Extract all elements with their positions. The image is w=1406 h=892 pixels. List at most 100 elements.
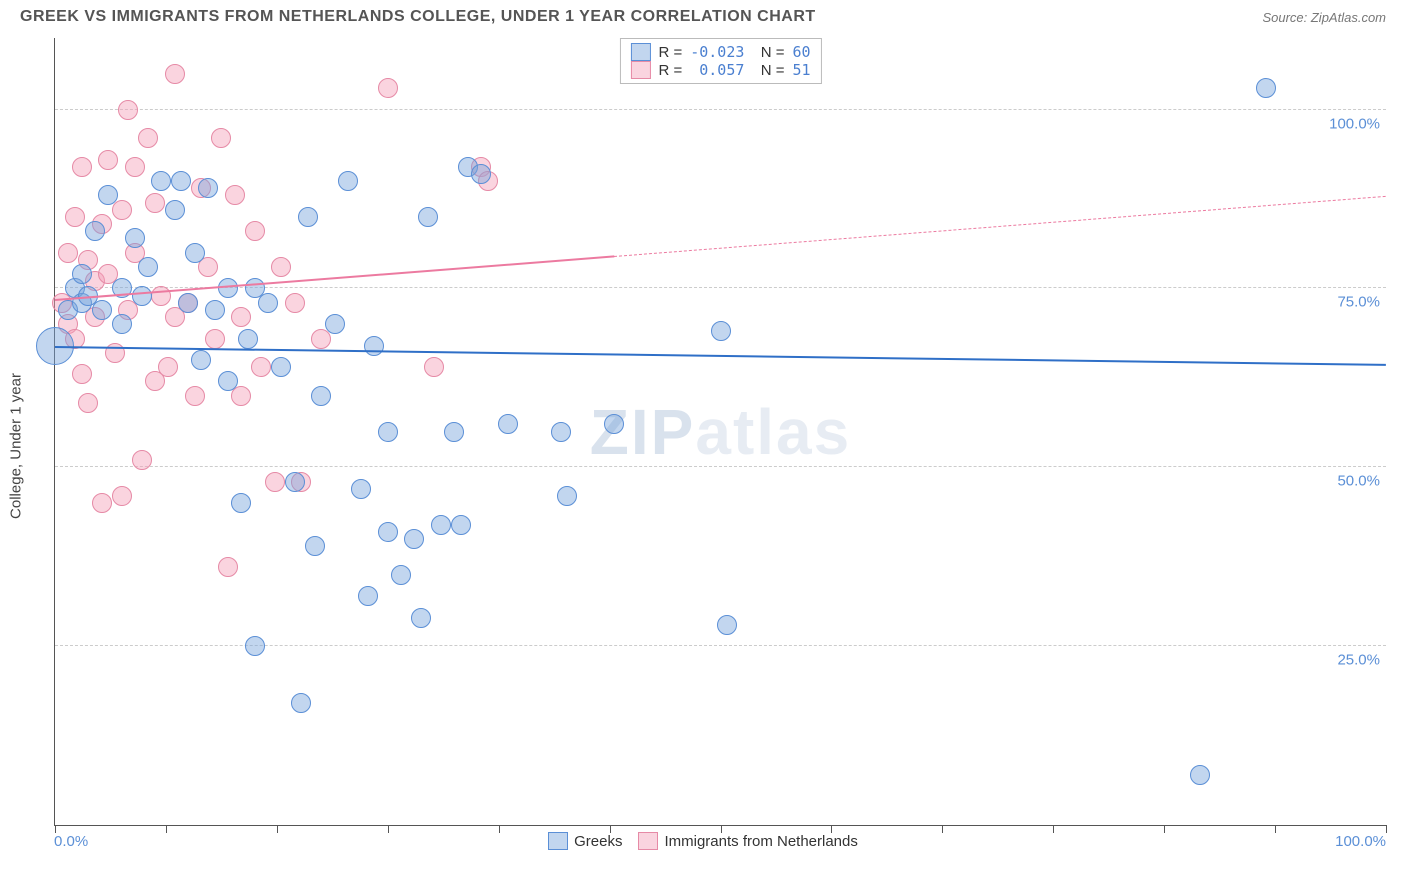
data-point: [1256, 78, 1276, 98]
data-point: [191, 350, 211, 370]
data-point: [112, 314, 132, 334]
data-point: [271, 257, 291, 277]
data-point: [58, 243, 78, 263]
data-point: [78, 393, 98, 413]
data-point: [85, 221, 105, 241]
data-point: [717, 615, 737, 635]
data-point: [125, 157, 145, 177]
stats-row: R =-0.023 N =60: [630, 43, 810, 61]
y-tick-label: 75.0%: [1337, 294, 1380, 311]
data-point: [158, 357, 178, 377]
data-point: [604, 414, 624, 434]
data-point: [378, 78, 398, 98]
data-point: [205, 300, 225, 320]
data-point: [551, 422, 571, 442]
data-point: [185, 243, 205, 263]
data-point: [145, 193, 165, 213]
data-point: [238, 329, 258, 349]
stats-box: R =-0.023 N =60R = 0.057 N =51: [619, 38, 821, 84]
data-point: [125, 228, 145, 248]
legend: GreeksImmigrants from Netherlands: [20, 832, 1386, 854]
data-point: [311, 386, 331, 406]
data-point: [258, 293, 278, 313]
y-axis-label: College, Under 1 year: [8, 373, 25, 519]
data-point: [112, 486, 132, 506]
data-point: [711, 321, 731, 341]
source-label: Source: ZipAtlas.com: [1262, 10, 1386, 25]
gridline: 100.0%: [55, 109, 1386, 110]
data-point: [138, 128, 158, 148]
legend-item: Greeks: [548, 832, 622, 850]
data-point: [451, 515, 471, 535]
data-point: [218, 557, 238, 577]
data-point: [98, 185, 118, 205]
data-point: [245, 636, 265, 656]
data-point: [72, 264, 92, 284]
data-point: [185, 386, 205, 406]
data-point: [118, 100, 138, 120]
data-point: [378, 422, 398, 442]
data-point: [358, 586, 378, 606]
legend-swatch: [630, 61, 650, 79]
data-point: [364, 336, 384, 356]
data-point: [1190, 765, 1210, 785]
y-tick-label: 100.0%: [1329, 115, 1380, 132]
data-point: [338, 171, 358, 191]
data-point: [231, 307, 251, 327]
legend-swatch: [638, 832, 658, 850]
y-tick-label: 50.0%: [1337, 473, 1380, 490]
legend-swatch: [548, 832, 568, 850]
plot-area: ZIPatlas R =-0.023 N =60R = 0.057 N =51 …: [54, 38, 1386, 826]
data-point: [298, 207, 318, 227]
data-point: [151, 171, 171, 191]
data-point: [72, 157, 92, 177]
data-point: [424, 357, 444, 377]
data-point: [98, 150, 118, 170]
data-point: [404, 529, 424, 549]
gridline: 50.0%: [55, 466, 1386, 467]
data-point: [211, 128, 231, 148]
legend-label: Greeks: [574, 833, 622, 850]
data-point: [92, 300, 112, 320]
data-point: [305, 536, 325, 556]
data-point: [231, 493, 251, 513]
data-point: [411, 608, 431, 628]
watermark: ZIPatlas: [590, 395, 851, 469]
data-point: [165, 200, 185, 220]
data-point: [444, 422, 464, 442]
data-point: [325, 314, 345, 334]
data-point: [218, 278, 238, 298]
data-point: [251, 357, 271, 377]
data-point: [271, 357, 291, 377]
data-point: [165, 64, 185, 84]
data-point: [245, 221, 265, 241]
data-point: [132, 450, 152, 470]
chart-title: GREEK VS IMMIGRANTS FROM NETHERLANDS COL…: [20, 8, 816, 26]
data-point: [557, 486, 577, 506]
stats-row: R = 0.057 N =51: [630, 61, 810, 79]
data-point: [178, 293, 198, 313]
data-point: [205, 329, 225, 349]
data-point: [171, 171, 191, 191]
data-point: [198, 178, 218, 198]
data-point: [291, 693, 311, 713]
y-tick-label: 25.0%: [1337, 652, 1380, 669]
data-point: [151, 286, 171, 306]
data-point: [285, 472, 305, 492]
trend-line-extrapolated: [614, 195, 1386, 256]
data-point: [418, 207, 438, 227]
data-point: [351, 479, 371, 499]
data-point: [285, 293, 305, 313]
data-point: [265, 472, 285, 492]
data-point: [378, 522, 398, 542]
data-point: [498, 414, 518, 434]
data-point: [218, 371, 238, 391]
data-point: [65, 207, 85, 227]
data-point: [72, 364, 92, 384]
data-point: [471, 164, 491, 184]
data-point: [132, 286, 152, 306]
data-point: [391, 565, 411, 585]
data-point: [92, 493, 112, 513]
x-tick: [1386, 825, 1387, 833]
data-point: [138, 257, 158, 277]
